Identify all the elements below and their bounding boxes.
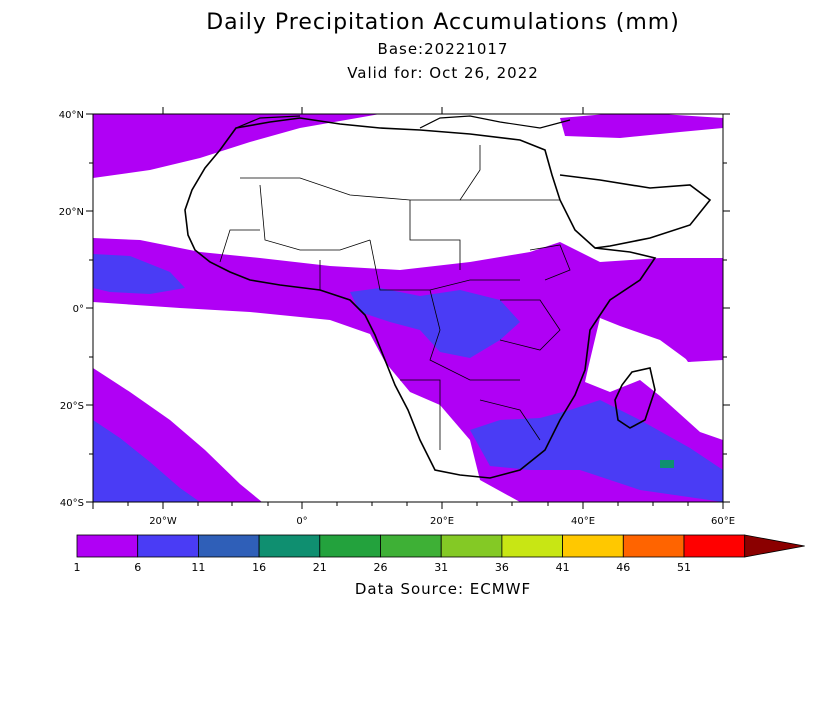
colorbar-bin-26 (380, 534, 442, 558)
lon-axis: 20°W 0° 20°E 40°E 60°E (92, 107, 735, 527)
precip-cell-6mm-southeast (470, 400, 723, 502)
lon-label-20e: 20°E (430, 516, 454, 527)
lat-label-20n: 20°N (59, 207, 84, 218)
colorbar-bin-36 (501, 534, 563, 558)
precip-region-indian-ocean (612, 288, 723, 362)
chart-title: Daily Precipitation Accumulations (mm) (206, 10, 680, 35)
precip-cell-6mm-congo (350, 288, 520, 358)
precip-cell-6mm-west (93, 254, 185, 294)
colorbar-overflow-arrow (744, 534, 805, 558)
colorbar-label-1: 1 (74, 561, 81, 574)
coastlines (184, 115, 712, 479)
colorbar-bin-21 (319, 534, 381, 558)
lat-label-20s: 20°S (60, 401, 84, 412)
colorbar-bin-1 (76, 534, 139, 558)
madagascar (614, 367, 656, 429)
lon-label-0: 0° (296, 516, 307, 527)
lon-label-20w: 20°W (149, 516, 177, 527)
lat-axis: 40°N 20°N 0° 20°S 40°S (59, 110, 730, 509)
colorbar-bin-11 (197, 534, 260, 558)
lon-label-60e: 60°E (711, 516, 735, 527)
precip-cell-6mm-southwest (93, 420, 200, 502)
colorbar-bin-31 (440, 534, 503, 558)
colorbar-label-21: 21 (313, 561, 327, 574)
colorbar-label-41: 41 (556, 561, 570, 574)
arabian-peninsula (559, 174, 712, 249)
colorbar-label-51: 51 (677, 561, 691, 574)
colorbar-label-26: 26 (374, 561, 388, 574)
colorbar-bin-41 (562, 534, 624, 558)
colorbar: 1 6 11 16 21 26 31 36 41 46 51 (74, 534, 805, 574)
precip-region-north (93, 114, 380, 178)
colorbar-bin-46 (622, 534, 685, 558)
lat-label-40s: 40°S (60, 498, 84, 509)
colorbar-label-46: 46 (616, 561, 630, 574)
lat-label-40n: 40°N (59, 110, 84, 121)
base-date: Base:20221017 (377, 40, 509, 58)
colorbar-bin-6 (137, 534, 199, 558)
country-borders (219, 145, 571, 450)
precip-field (93, 114, 723, 502)
europe-coast (235, 115, 571, 129)
colorbar-label-16: 16 (252, 561, 266, 574)
lat-label-eq: 0° (73, 304, 84, 315)
data-source: Data Source: ECMWF (354, 580, 532, 598)
lon-label-40e: 40°E (571, 516, 595, 527)
valid-date: Valid for: Oct 26, 2022 (347, 64, 539, 82)
africa-coastline (184, 117, 657, 479)
colorbar-label-36: 36 (495, 561, 509, 574)
precip-cell-16mm (660, 460, 674, 468)
colorbar-bin-16 (258, 534, 321, 558)
colorbar-label-31: 31 (434, 561, 448, 574)
colorbar-bin-51 (683, 534, 746, 558)
colorbar-label-11: 11 (191, 561, 205, 574)
colorbar-label-6: 6 (134, 561, 141, 574)
precip-region-med (560, 114, 723, 138)
